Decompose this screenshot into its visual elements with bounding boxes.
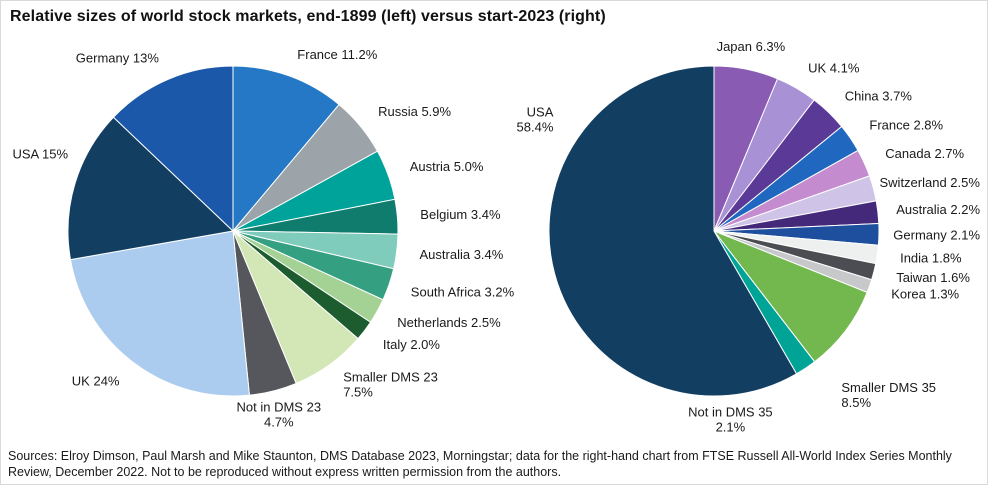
pie-label-start-2023-smaller-dms-35: Smaller DMS 35 8.5%	[841, 380, 936, 410]
pie-end-1899: France 11.2% Russia 5.9% Austria 5.0% Belgi…	[12, 47, 515, 429]
source-note: Sources: Elroy Dimson, Paul Marsh and Mi…	[8, 448, 952, 479]
pie-label-end-1899-not-in-dms-23: Not in DMS 23 4.7%	[237, 399, 322, 429]
pie-label-end-1899-italy: Italy 2.0%	[383, 337, 441, 352]
pie-label-end-1899-france: France 11.2%	[297, 47, 377, 62]
pie-start-2023: Japan 6.3% UK 4.1% China 3.7% France 2.8% Ca…	[517, 39, 981, 434]
pie-label-start-2023-germany: Germany 2.1%	[893, 227, 980, 242]
pie-label-start-2023-canada: Canada 2.7%	[885, 146, 964, 161]
pie-label-start-2023-not-in-dms-35: Not in DMS 35 2.1%	[688, 404, 773, 434]
pie-label-start-2023-switzerland: Switzerland 2.5%	[880, 175, 981, 190]
page-title: Relative sizes of world stock markets, e…	[10, 8, 606, 25]
pie-label-end-1899-usa: USA 15%	[12, 147, 68, 162]
pie-label-start-2023-japan: Japan 6.3%	[717, 39, 786, 54]
pie-slice-end-1899-uk	[69, 230, 250, 397]
pie-slice-start-2023-usa	[548, 65, 798, 397]
pie-label-start-2023-uk: UK 4.1%	[808, 61, 860, 76]
pie-label-end-1899-smaller-dms-23: Smaller DMS 23 7.5%	[343, 369, 438, 399]
pie-label-end-1899-austria: Austria 5.0%	[410, 159, 484, 174]
pie-label-start-2023-australia: Australia 2.2%	[896, 202, 980, 217]
pie-label-start-2023-france: France 2.8%	[869, 118, 943, 133]
pie-slice-end-1899-germany	[112, 65, 234, 233]
pie-label-end-1899-netherlands: Netherlands 2.5%	[397, 315, 501, 330]
pie-label-start-2023-china: China 3.7%	[845, 88, 913, 103]
pie-slice-end-1899-france	[232, 65, 340, 233]
pie-slice-end-1899-usa	[67, 116, 235, 261]
pie-label-end-1899-russia: Russia 5.9%	[378, 104, 451, 119]
pie-label-start-2023-korea: Korea 1.3%	[891, 286, 959, 301]
pie-label-end-1899-south-africa: South Africa 3.2%	[411, 285, 515, 300]
pie-label-end-1899-uk: UK 24%	[72, 373, 120, 388]
pie-label-end-1899-australia: Australia 3.4%	[420, 247, 504, 262]
pie-label-start-2023-taiwan: Taiwan 1.6%	[896, 270, 970, 285]
pie-label-start-2023-india: India 1.8%	[900, 250, 962, 265]
pie-slice-start-2023-smaller-dms-35	[712, 229, 868, 363]
pie-label-start-2023-usa: USA 58.4%	[517, 105, 554, 135]
pie-label-end-1899-germany: Germany 13%	[76, 51, 160, 66]
pie-label-end-1899-belgium: Belgium 3.4%	[420, 207, 501, 222]
